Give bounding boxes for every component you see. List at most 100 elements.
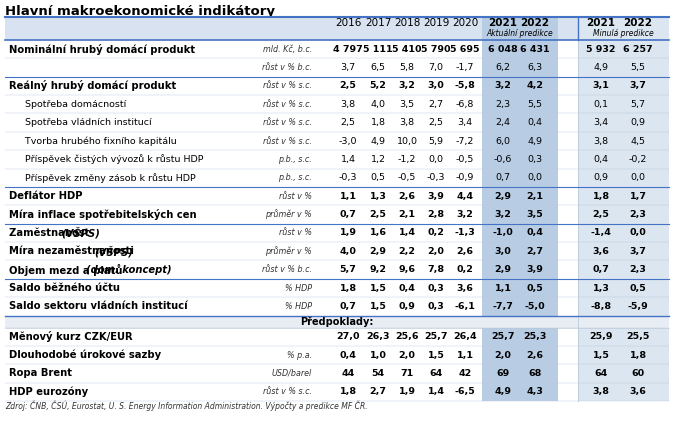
Text: -1,3: -1,3 — [455, 228, 475, 237]
Text: 2,1: 2,1 — [398, 210, 415, 219]
Text: 1,5: 1,5 — [592, 351, 609, 360]
Text: 2022: 2022 — [520, 19, 549, 28]
Text: 25,7: 25,7 — [424, 332, 448, 341]
Bar — [578, 132, 669, 150]
Text: Zdroj: ČNB, ČSÚ, Eurostat, U. S. Energy Information Administration. Výpočty a pr: Zdroj: ČNB, ČSÚ, Eurostat, U. S. Energy … — [5, 401, 367, 411]
Text: 2,5: 2,5 — [369, 210, 386, 219]
Text: -1,0: -1,0 — [493, 228, 514, 237]
Text: % p.a.: % p.a. — [287, 351, 312, 360]
Text: 1,5: 1,5 — [427, 351, 444, 360]
Text: 64: 64 — [429, 369, 443, 378]
Text: 2017: 2017 — [365, 19, 391, 28]
Text: 5,5: 5,5 — [528, 100, 543, 109]
Text: růst v % s.c.: růst v % s.c. — [263, 118, 312, 127]
Text: 2,3: 2,3 — [495, 100, 511, 109]
Text: 0,0: 0,0 — [630, 173, 646, 182]
Bar — [482, 113, 558, 132]
Bar — [578, 279, 669, 297]
Text: 0,4: 0,4 — [340, 351, 357, 360]
Text: 3,5: 3,5 — [400, 100, 415, 109]
Bar — [482, 346, 558, 364]
Text: 4,9: 4,9 — [594, 63, 609, 72]
Text: Objem mezd a platů: Objem mezd a platů — [9, 264, 126, 276]
Text: růst v % b.c.: růst v % b.c. — [262, 265, 312, 274]
Text: růst v % b.c.: růst v % b.c. — [262, 63, 312, 72]
Text: Zaměstnanost: Zaměstnanost — [9, 228, 93, 238]
Text: -6,8: -6,8 — [456, 100, 474, 109]
Text: růst v % s.c.: růst v % s.c. — [263, 100, 312, 109]
Text: -1,7: -1,7 — [456, 63, 474, 72]
Text: 2021: 2021 — [489, 19, 518, 28]
Text: 27,0: 27,0 — [336, 332, 360, 341]
Text: p.b., s.c.: p.b., s.c. — [278, 173, 312, 182]
Text: 26,4: 26,4 — [453, 332, 477, 341]
Text: -7,2: -7,2 — [456, 137, 474, 146]
Text: 1,8: 1,8 — [371, 118, 386, 127]
Text: -0,5: -0,5 — [456, 155, 474, 164]
Text: 1,1: 1,1 — [495, 283, 512, 293]
Text: 64: 64 — [594, 369, 608, 378]
Text: 2,6: 2,6 — [526, 351, 543, 360]
Bar — [482, 77, 558, 95]
Text: 5,9: 5,9 — [429, 137, 443, 146]
Bar — [482, 17, 558, 40]
Text: 3,6: 3,6 — [456, 283, 473, 293]
Text: 4,9: 4,9 — [495, 387, 512, 396]
Text: Saldo běžného účtu: Saldo běžného účtu — [9, 283, 120, 293]
Text: 0,7: 0,7 — [495, 173, 510, 182]
Text: 1,8: 1,8 — [340, 283, 357, 293]
Text: 26,3: 26,3 — [366, 332, 390, 341]
Bar — [482, 383, 558, 401]
Text: 2,0: 2,0 — [495, 351, 512, 360]
Text: 5,5: 5,5 — [630, 63, 646, 72]
Bar — [578, 58, 669, 77]
Text: -6,5: -6,5 — [455, 387, 475, 396]
Bar — [578, 224, 669, 242]
Text: 0,4: 0,4 — [594, 155, 609, 164]
Text: Příspěvek čistých vývozů k růstu HDP: Příspěvek čistých vývozů k růstu HDP — [19, 154, 204, 165]
Text: 3,6: 3,6 — [630, 387, 646, 396]
Text: 1,5: 1,5 — [369, 283, 386, 293]
Text: růst v % s.c.: růst v % s.c. — [263, 82, 312, 91]
Text: 3,2: 3,2 — [495, 82, 512, 91]
Text: -6,1: -6,1 — [454, 302, 475, 311]
Text: 3,8: 3,8 — [593, 137, 609, 146]
Text: 6,0: 6,0 — [495, 137, 510, 146]
Text: 69: 69 — [496, 369, 510, 378]
Text: (VŠPS): (VŠPS) — [61, 227, 100, 239]
Text: Spotřeba vládních institucí: Spotřeba vládních institucí — [19, 118, 152, 127]
Text: 0,2: 0,2 — [427, 228, 444, 237]
Text: 2,7: 2,7 — [369, 387, 386, 396]
Bar — [578, 242, 669, 261]
Text: 3,0: 3,0 — [427, 82, 444, 91]
Text: (dom. koncept): (dom. koncept) — [86, 265, 172, 275]
Bar — [578, 205, 669, 224]
Bar — [578, 150, 669, 169]
Text: 3,2: 3,2 — [398, 82, 415, 91]
Text: 1,9: 1,9 — [398, 387, 415, 396]
Text: 0,4: 0,4 — [526, 228, 543, 237]
Bar — [482, 132, 558, 150]
Text: 2,8: 2,8 — [427, 210, 445, 219]
Text: -0,9: -0,9 — [456, 173, 474, 182]
Text: 0,5: 0,5 — [526, 283, 543, 293]
Text: 1,6: 1,6 — [369, 228, 386, 237]
Text: 9,6: 9,6 — [398, 265, 415, 274]
Text: 0,5: 0,5 — [630, 283, 646, 293]
Text: 7,0: 7,0 — [429, 63, 443, 72]
Bar — [482, 224, 558, 242]
Text: 0,7: 0,7 — [340, 302, 357, 311]
Bar — [578, 77, 669, 95]
Bar — [578, 95, 669, 113]
Text: 2,6: 2,6 — [456, 247, 474, 256]
Text: 2019: 2019 — [423, 19, 449, 28]
Bar — [482, 364, 558, 383]
Text: růst v % s.c.: růst v % s.c. — [263, 387, 312, 396]
Text: 7,8: 7,8 — [427, 265, 445, 274]
Text: 3,8: 3,8 — [592, 387, 609, 396]
Text: 2,7: 2,7 — [429, 100, 443, 109]
Text: Minulá predikce: Minulá predikce — [593, 29, 654, 38]
Text: 5 111: 5 111 — [363, 45, 393, 54]
Text: 3,4: 3,4 — [458, 118, 472, 127]
Text: Tvorba hrubého fixního kapitálu: Tvorba hrubého fixního kapitálu — [19, 136, 177, 146]
